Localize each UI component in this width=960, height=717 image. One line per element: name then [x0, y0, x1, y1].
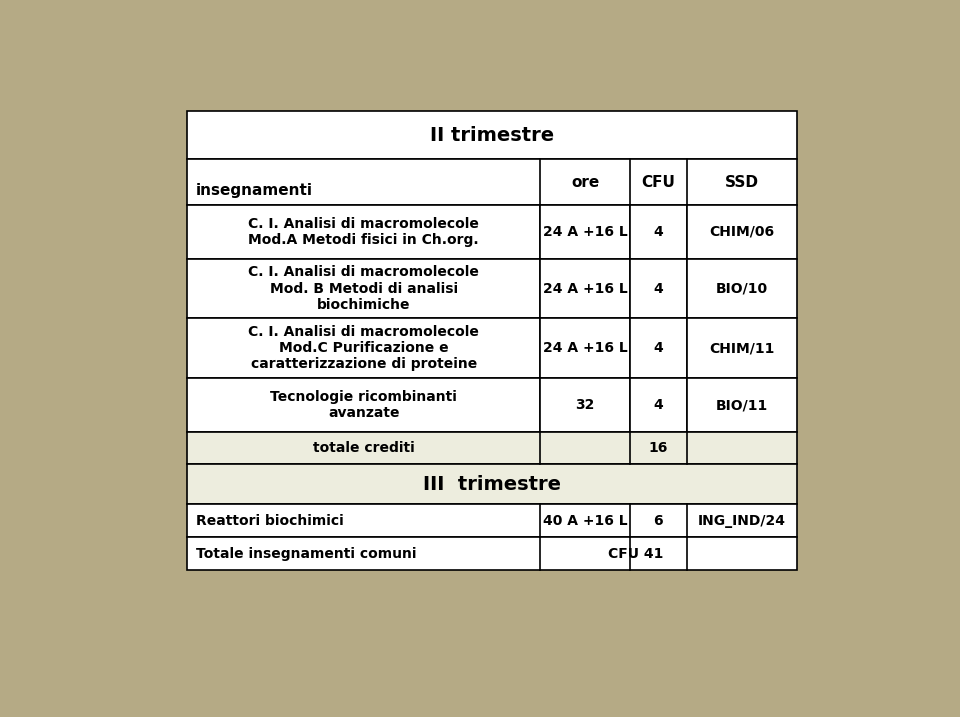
- Bar: [630, 205, 687, 259]
- Text: BIO/11: BIO/11: [716, 398, 768, 412]
- Text: III  trimestre: III trimestre: [423, 475, 561, 493]
- Bar: [187, 432, 797, 464]
- Text: SSD: SSD: [725, 175, 759, 189]
- Bar: [540, 205, 630, 259]
- Text: 40 A +16 L: 40 A +16 L: [542, 513, 627, 528]
- Text: 4: 4: [654, 225, 663, 239]
- Text: BIO/10: BIO/10: [716, 282, 768, 295]
- Bar: [187, 504, 797, 537]
- Text: Tecnologie ricombinanti
avanzate: Tecnologie ricombinanti avanzate: [270, 390, 457, 420]
- Text: totale crediti: totale crediti: [313, 441, 415, 455]
- Bar: [187, 205, 540, 259]
- Bar: [687, 205, 797, 259]
- Bar: [187, 378, 540, 432]
- Bar: [540, 318, 630, 378]
- Bar: [187, 111, 797, 159]
- Text: ING_IND/24: ING_IND/24: [698, 513, 786, 528]
- Text: Totale insegnamenti comuni: Totale insegnamenti comuni: [196, 546, 417, 561]
- Text: 4: 4: [654, 282, 663, 295]
- Bar: [687, 378, 797, 432]
- Bar: [630, 378, 687, 432]
- Text: insegnamenti: insegnamenti: [196, 184, 313, 199]
- Text: 16: 16: [649, 441, 668, 455]
- Text: C. I. Analisi di macromolecole
Mod. B Metodi di analisi
biochimiche: C. I. Analisi di macromolecole Mod. B Me…: [249, 265, 479, 312]
- Text: 24 A +16 L: 24 A +16 L: [542, 341, 628, 356]
- Bar: [187, 259, 540, 318]
- Text: CFU: CFU: [641, 175, 675, 189]
- Text: 4: 4: [654, 398, 663, 412]
- Text: II trimestre: II trimestre: [430, 125, 554, 145]
- Text: Reattori biochimici: Reattori biochimici: [196, 513, 344, 528]
- Text: ore: ore: [571, 175, 599, 189]
- Bar: [630, 259, 687, 318]
- Text: C. I. Analisi di macromolecole
Mod.A Metodi fisici in Ch.org.: C. I. Analisi di macromolecole Mod.A Met…: [249, 217, 479, 247]
- Text: C. I. Analisi di macromolecole
Mod.C Purificazione e
caratterizzazione di protei: C. I. Analisi di macromolecole Mod.C Pur…: [249, 325, 479, 371]
- Bar: [187, 159, 797, 205]
- Bar: [187, 464, 797, 504]
- Bar: [630, 318, 687, 378]
- Text: 24 A +16 L: 24 A +16 L: [542, 282, 628, 295]
- Bar: [687, 318, 797, 378]
- Text: 6: 6: [654, 513, 663, 528]
- Bar: [187, 537, 797, 570]
- Text: 32: 32: [575, 398, 594, 412]
- Bar: [540, 378, 630, 432]
- Text: 24 A +16 L: 24 A +16 L: [542, 225, 628, 239]
- Text: 4: 4: [654, 341, 663, 356]
- Bar: [187, 318, 540, 378]
- Text: CHIM/11: CHIM/11: [709, 341, 775, 356]
- Bar: [540, 259, 630, 318]
- Text: CHIM/06: CHIM/06: [709, 225, 775, 239]
- Text: CFU 41: CFU 41: [609, 546, 663, 561]
- Bar: [687, 259, 797, 318]
